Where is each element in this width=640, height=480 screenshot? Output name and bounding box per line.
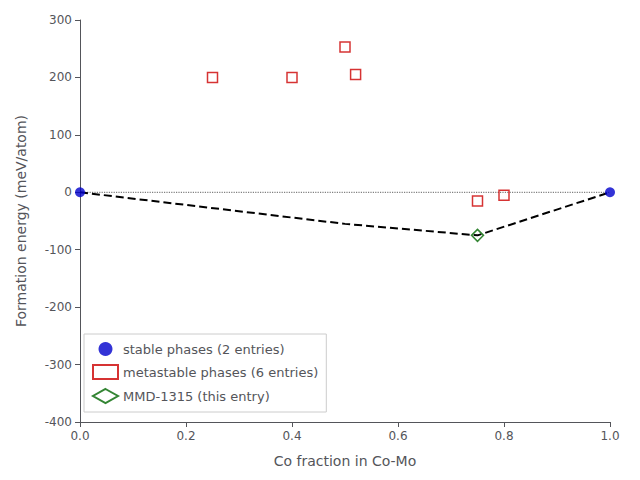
svg-text:MMD-1315 (this entry): MMD-1315 (this entry) [123, 389, 270, 404]
svg-text:-300: -300 [45, 358, 72, 372]
svg-text:0.4: 0.4 [282, 429, 301, 443]
svg-text:0.2: 0.2 [176, 429, 195, 443]
svg-text:-400: -400 [45, 415, 72, 429]
svg-text:0: 0 [64, 185, 72, 199]
svg-text:300: 300 [49, 13, 72, 27]
svg-text:-200: -200 [45, 300, 72, 314]
svg-text:1.0: 1.0 [600, 429, 619, 443]
svg-text:200: 200 [49, 70, 72, 84]
svg-text:metastable phases (6 entries): metastable phases (6 entries) [123, 365, 318, 380]
svg-text:100: 100 [49, 128, 72, 142]
svg-text:0.8: 0.8 [494, 429, 513, 443]
svg-text:Co fraction in Co-Mo: Co fraction in Co-Mo [274, 453, 417, 469]
svg-text:stable phases (2 entries): stable phases (2 entries) [123, 342, 285, 357]
svg-text:-100: -100 [45, 243, 72, 257]
svg-text:0.0: 0.0 [70, 429, 89, 443]
svg-text:0.6: 0.6 [388, 429, 407, 443]
svg-text:Formation energy (meV/atom): Formation energy (meV/atom) [13, 115, 29, 327]
